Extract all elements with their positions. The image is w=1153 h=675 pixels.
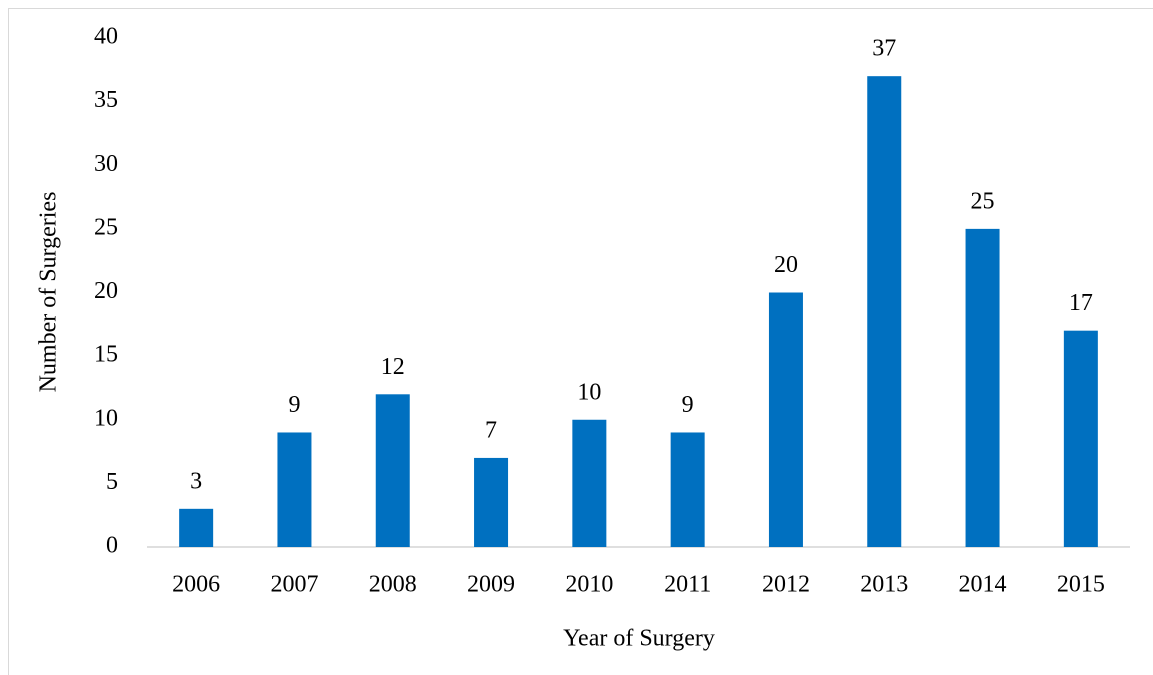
x-tick-label: 2012	[762, 572, 810, 598]
x-tick-label: 2007	[270, 572, 318, 598]
y-tick-label: 35	[94, 87, 118, 113]
x-tick-label: 2014	[959, 572, 1007, 598]
y-tick-label: 15	[94, 342, 118, 368]
y-tick-label: 0	[106, 533, 118, 559]
x-tick-label: 2009	[467, 572, 515, 598]
bar	[965, 228, 1000, 547]
data-label: 25	[971, 188, 995, 214]
x-axis-title: Year of Surgery	[563, 626, 715, 652]
data-label: 7	[485, 417, 497, 443]
data-label: 10	[577, 379, 601, 405]
data-label: 3	[190, 468, 202, 494]
y-axis-title: Number of Surgeries	[36, 192, 62, 393]
x-tick-label: 2011	[664, 572, 711, 598]
y-tick-label: 5	[106, 469, 118, 495]
bar	[867, 76, 902, 548]
y-tick-label: 40	[94, 24, 118, 50]
y-tick-label: 30	[94, 151, 118, 177]
x-tick-label: 2008	[369, 572, 417, 598]
data-label: 9	[288, 392, 300, 418]
x-tick-label: 2013	[860, 572, 908, 598]
x-tick-label: 2010	[565, 572, 613, 598]
data-label: 17	[1069, 290, 1093, 316]
bar	[768, 292, 803, 547]
x-tick-label: 2006	[172, 572, 220, 598]
data-label: 20	[774, 252, 798, 278]
y-tick-label: 20	[94, 278, 118, 304]
x-tick-label: 2015	[1057, 572, 1105, 598]
data-label: 9	[682, 392, 694, 418]
y-tick-label: 25	[94, 214, 118, 240]
y-tick-label: 10	[94, 405, 118, 431]
bar	[179, 508, 214, 547]
chart-frame	[8, 8, 1153, 675]
bar	[572, 419, 607, 547]
bar	[474, 457, 509, 547]
data-label: 12	[381, 354, 405, 380]
bar	[375, 394, 410, 547]
data-label: 37	[872, 36, 896, 62]
bar	[1063, 330, 1098, 547]
bar	[277, 432, 312, 547]
bar	[670, 432, 705, 547]
